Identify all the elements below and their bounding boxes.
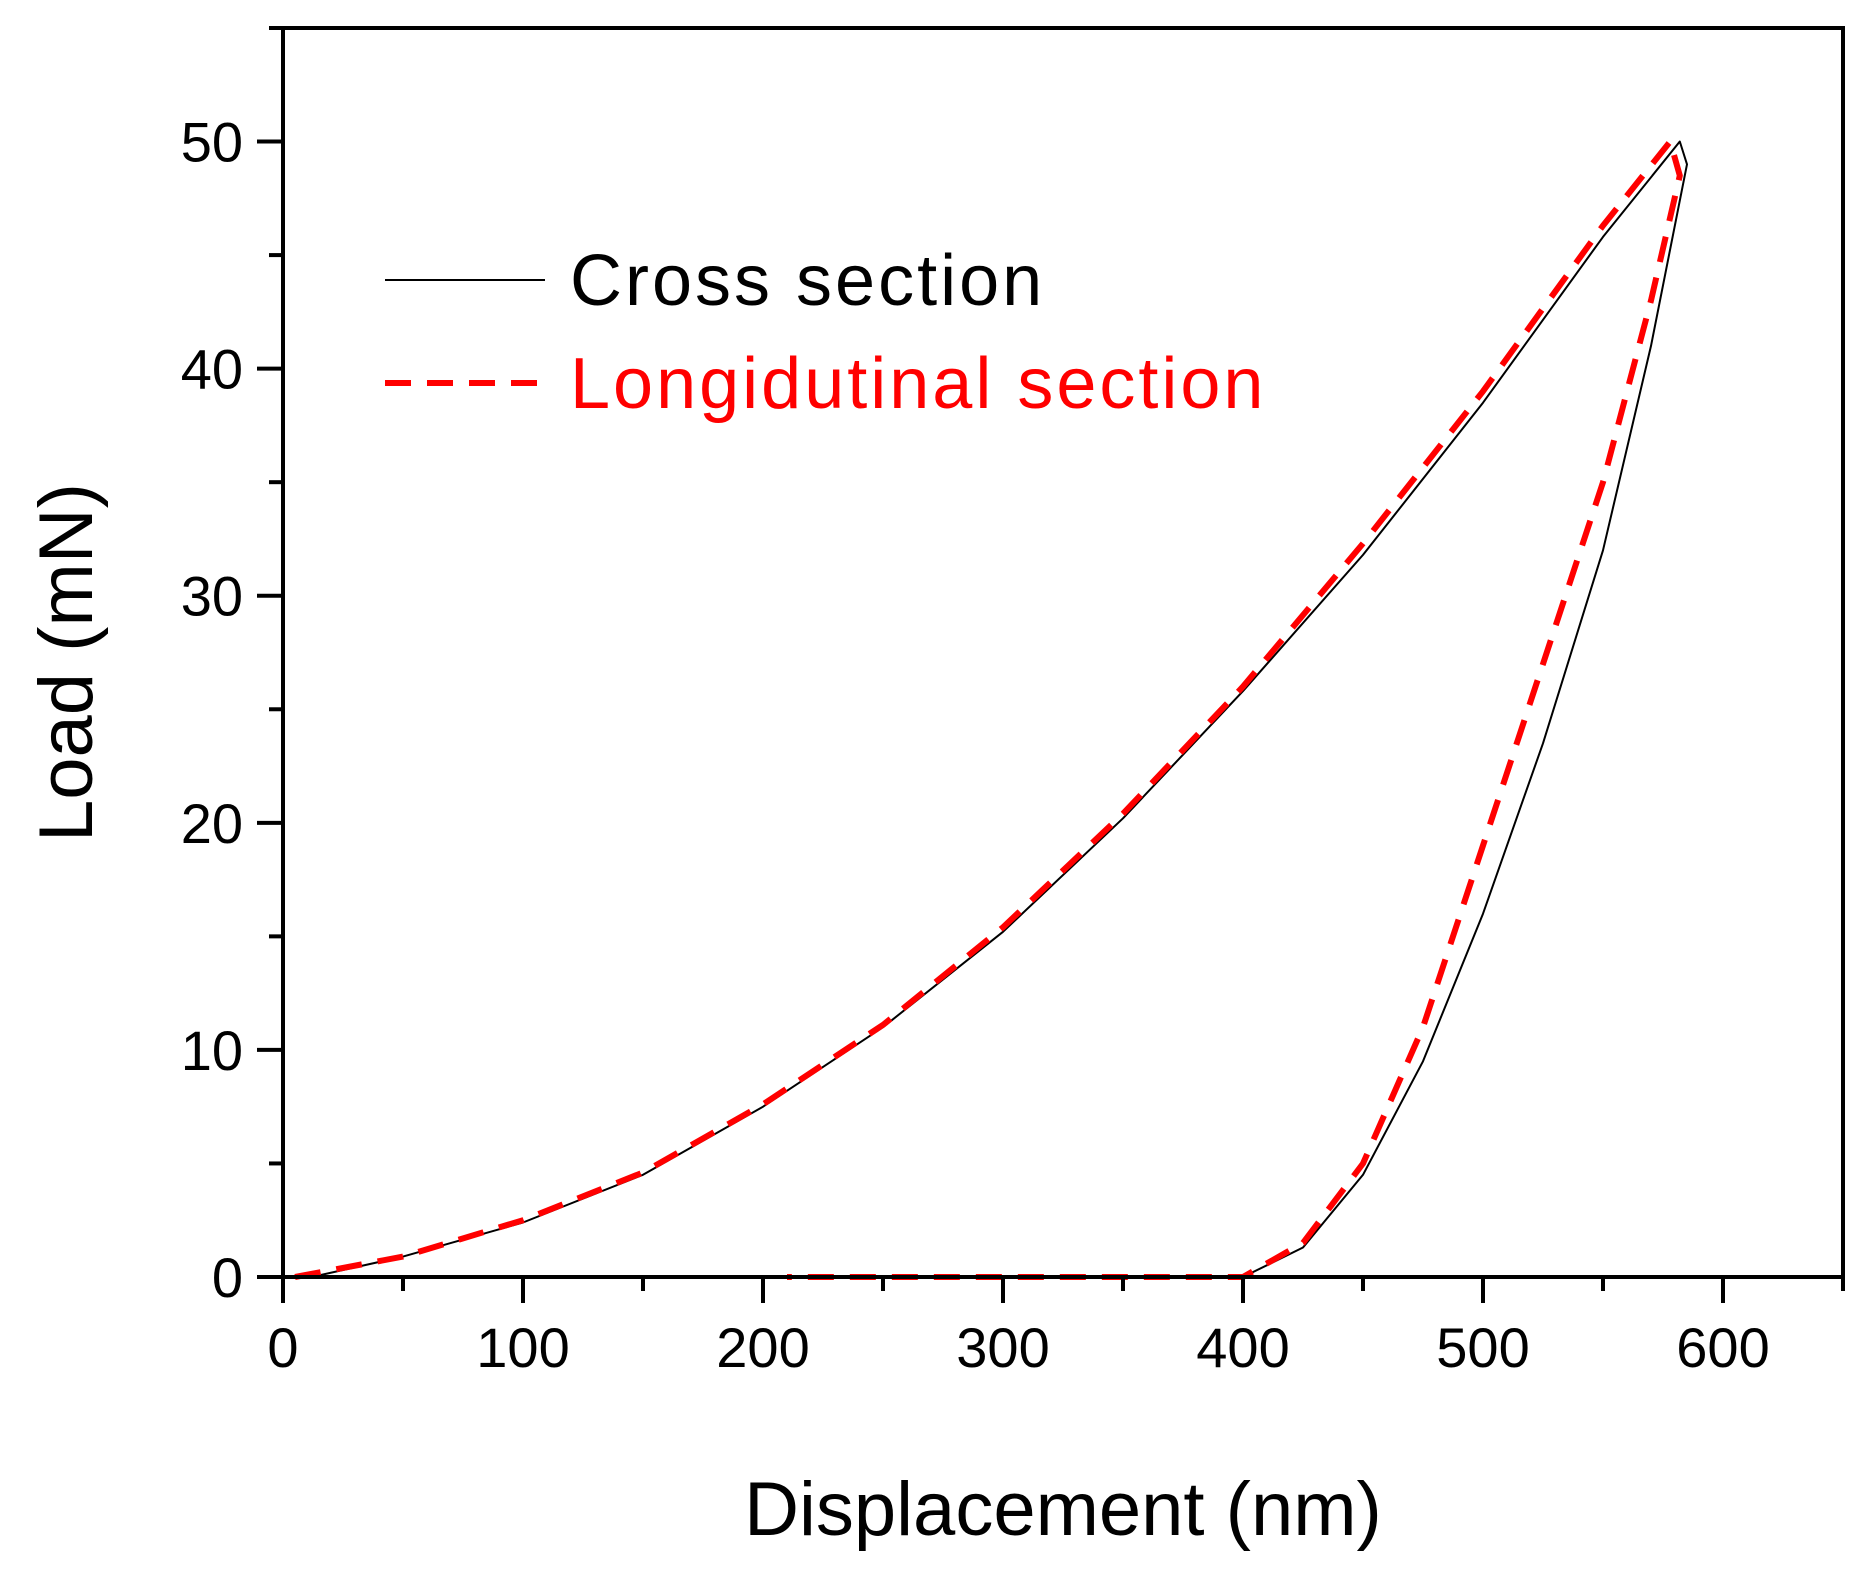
x-tick-label: 0: [267, 1316, 298, 1379]
legend-label: Longidutinal section: [570, 344, 1266, 424]
legend: Cross section Longidutinal section: [385, 241, 1266, 424]
plot-frame: [281, 26, 1845, 1279]
legend-label: Cross section: [570, 241, 1045, 321]
y-tick-label: 20: [181, 792, 243, 855]
x-axis-title: Displacement (nm): [744, 1467, 1382, 1552]
x-axis: 0 100 200 300 400 500 600: [267, 1277, 1845, 1379]
y-tick-label: 30: [181, 565, 243, 628]
y-axis: 0 10 20 30 40 50: [181, 26, 283, 1309]
y-axis-title: Load (mN): [24, 483, 109, 842]
series-layer: [294, 138, 1688, 1280]
y-tick-label: 40: [181, 338, 243, 401]
x-tick-label: 600: [1676, 1316, 1769, 1379]
y-tick-label: 10: [181, 1019, 243, 1082]
series-line-longitudinal: [294, 138, 1683, 1280]
y-tick-label: 50: [181, 111, 243, 174]
x-tick-label: 500: [1436, 1316, 1529, 1379]
x-tick-label: 300: [956, 1316, 1049, 1379]
x-tick-label: 400: [1196, 1316, 1289, 1379]
x-tick-label: 200: [716, 1316, 809, 1379]
x-tick-label: 100: [476, 1316, 569, 1379]
y-tick-label: 0: [212, 1246, 243, 1309]
